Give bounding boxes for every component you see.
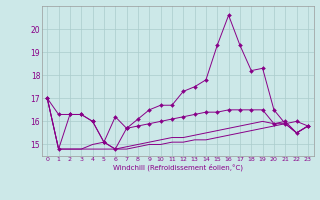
X-axis label: Windchill (Refroidissement éolien,°C): Windchill (Refroidissement éolien,°C) [113, 164, 243, 171]
